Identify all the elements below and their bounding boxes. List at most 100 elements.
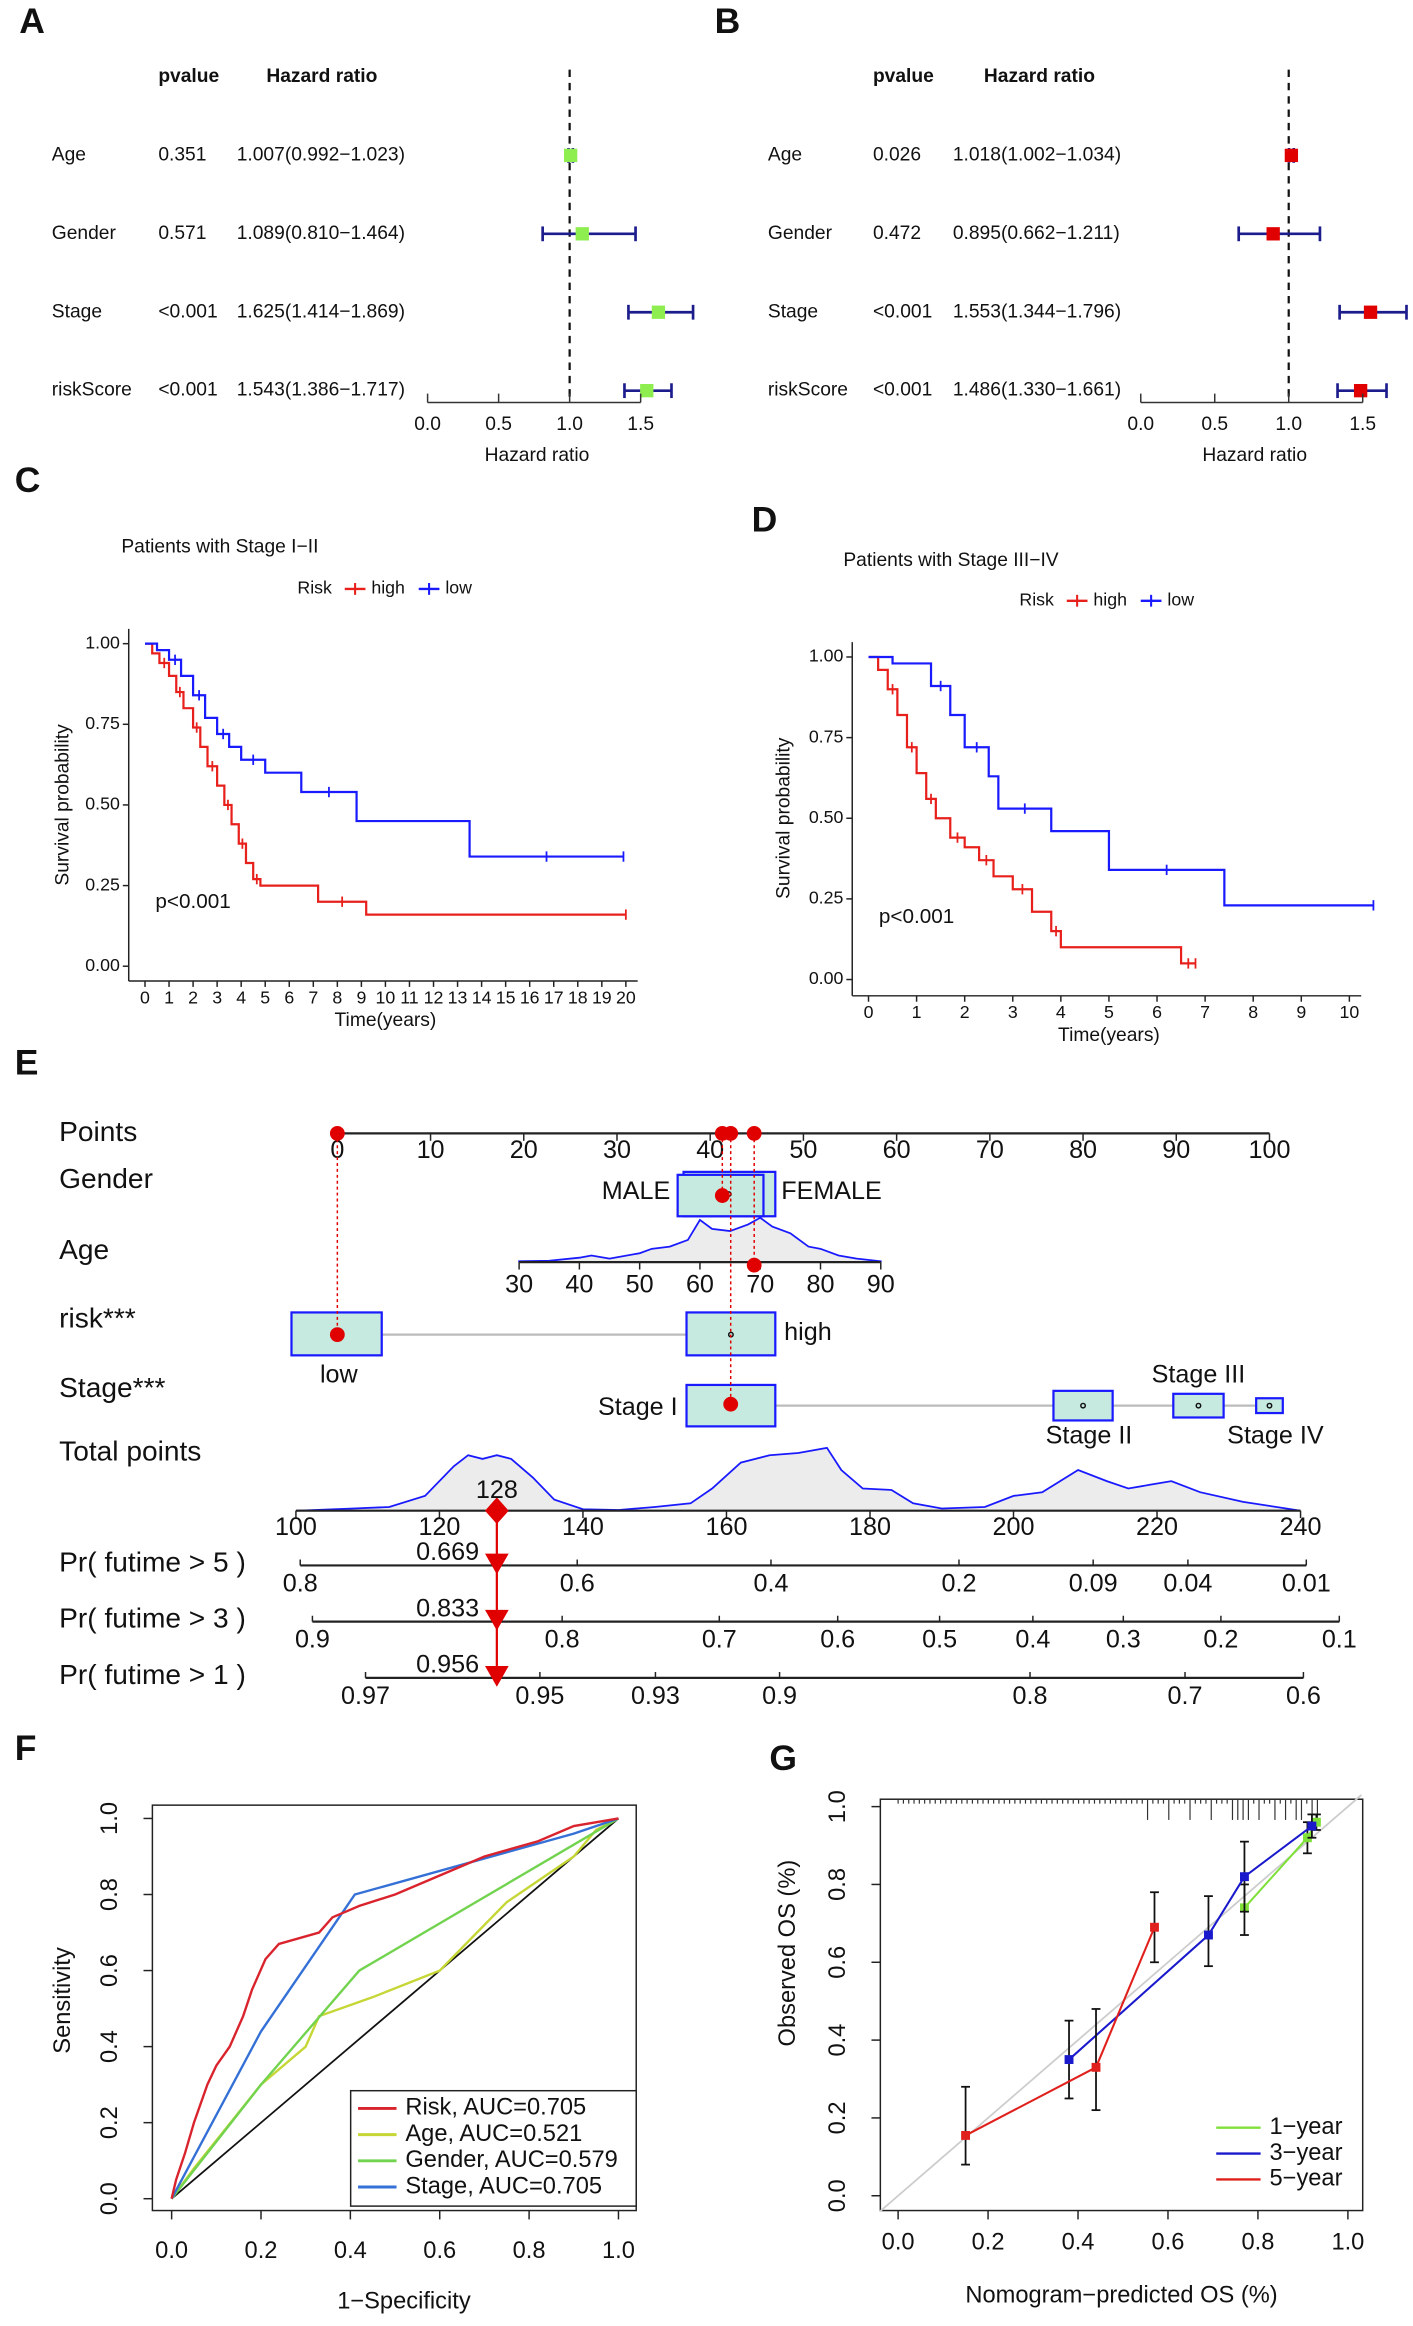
x-axis-label: Hazard ratio	[1202, 445, 1307, 466]
points-tick-label: 40	[696, 1136, 724, 1164]
patient-points-dot	[329, 1126, 345, 1141]
pr3-tick-label: 0.1	[1322, 1626, 1357, 1654]
x-axis-label: Nomogram−predicted OS (%)	[965, 2283, 1277, 2309]
x-tick-label: 10	[376, 987, 396, 1007]
calibration-point	[961, 2130, 971, 2140]
stage-box-4	[1255, 1397, 1284, 1415]
y-tick-label: 1.0	[825, 1790, 851, 1823]
panel-letter: B	[715, 1, 741, 41]
row-label: riskScore	[52, 380, 132, 401]
total-tick-label: 200	[993, 1513, 1035, 1541]
patient-value-dot	[329, 1327, 345, 1343]
y-tick-label: 0.50	[809, 807, 844, 827]
row-label-pr1: Pr( futime > 1 )	[59, 1659, 246, 1690]
x-tick-label: 1	[164, 987, 174, 1007]
x-axis-label: Hazard ratio	[485, 445, 590, 466]
row-hazard-ratio: 1.625(1.414−1.869)	[237, 301, 405, 322]
pr1-tick-label: 0.93	[631, 1682, 680, 1710]
row-label: Stage	[52, 301, 102, 322]
pr1-tick-label: 0.8	[1013, 1682, 1048, 1710]
points-tick-label: 30	[603, 1136, 631, 1164]
row-hazard-ratio: 1.089(0.810−1.464)	[237, 223, 405, 244]
calibration-point	[1240, 1872, 1249, 1882]
y-tick-label: 1.0	[97, 1802, 123, 1835]
pr3-tick-label: 0.4	[1015, 1626, 1050, 1654]
total-tick-label: 120	[418, 1513, 460, 1541]
y-axis-label: Survival probability	[773, 737, 794, 899]
age-tick-label: 50	[626, 1270, 654, 1298]
hr-marker	[563, 148, 578, 163]
x-tick-label: 0.0	[155, 2238, 188, 2264]
pr3-tick-label: 0.5	[922, 1626, 957, 1654]
x-tick-label: 1.0	[602, 2238, 635, 2264]
stage-median-dot	[1080, 1402, 1087, 1409]
row-pvalue: 0.472	[873, 223, 921, 244]
row-pvalue: 0.571	[158, 223, 206, 244]
y-tick-label: 0.8	[97, 1878, 123, 1911]
x-tick-label: 5	[260, 987, 270, 1007]
plot-frame	[151, 1804, 637, 2212]
pr3-tick-label: 0.2	[1203, 1626, 1238, 1654]
points-tick-label: 10	[417, 1136, 445, 1164]
pr3-tick-label: 0.7	[702, 1626, 737, 1654]
legend-label-low: low	[1167, 589, 1194, 609]
legend-title: Risk	[297, 578, 332, 598]
stage-level-4: Stage IV	[1227, 1421, 1324, 1449]
row-label: Gender	[768, 223, 833, 244]
y-tick-label: 0.2	[97, 2106, 123, 2139]
row-pvalue: 0.026	[873, 144, 921, 165]
x-tick-label: 19	[592, 987, 612, 1007]
patient-pr3-value: 0.833	[416, 1594, 479, 1622]
x-tick-label: 4	[236, 987, 246, 1007]
x-tick-label: 7	[1200, 1002, 1210, 1022]
calibration-point	[1302, 1833, 1312, 1843]
hr-marker	[1266, 227, 1280, 241]
p-value-annotation: p<0.001	[155, 890, 230, 913]
points-tick-label: 70	[976, 1136, 1004, 1164]
x-axis-label: Time(years)	[1058, 1025, 1160, 1046]
legend-box	[349, 2089, 637, 2207]
legend-label: 3−year	[1269, 2140, 1342, 2166]
panel-letter: A	[19, 1, 45, 41]
gender-box-male	[676, 1173, 765, 1218]
y-tick-label: 0.50	[85, 794, 120, 814]
pr5-tick-label: 0.8	[283, 1569, 318, 1597]
x-tick-label: 2	[960, 1002, 970, 1022]
y-tick-label: 0.25	[85, 874, 120, 894]
row-hazard-ratio: 1.007(0.992−1.023)	[237, 144, 405, 165]
age-tick-label: 90	[867, 1270, 895, 1298]
calibration-line	[1068, 1825, 1313, 2061]
total-tick-label: 100	[275, 1513, 317, 1541]
x-tick-label: 0.5	[485, 414, 512, 435]
x-tick-label: 10	[1340, 1002, 1360, 1022]
row-label-total: Total points	[59, 1435, 201, 1466]
legend-label-high: high	[1093, 589, 1127, 609]
x-tick-label: 0.6	[1152, 2229, 1185, 2255]
pr3-tick-label: 0.6	[820, 1626, 855, 1654]
roc-curve	[170, 1817, 619, 2199]
patient-total-label: 128	[476, 1476, 518, 1504]
patient-points-dot	[746, 1126, 762, 1141]
y-tick-label: 0.75	[85, 713, 120, 733]
patient-pr1-marker	[485, 1666, 509, 1687]
total-tick-label: 140	[562, 1513, 604, 1541]
patient-pr5-marker	[485, 1553, 509, 1575]
p-value-annotation: p<0.001	[879, 905, 954, 928]
x-tick-label: 8	[1248, 1002, 1258, 1022]
y-tick-label: 0.75	[809, 726, 844, 746]
x-tick-label: 4	[1056, 1002, 1066, 1022]
total-tick-label: 240	[1280, 1513, 1322, 1541]
ideal-diagonal-line	[879, 1794, 1362, 2212]
x-tick-label: 1.0	[556, 414, 583, 435]
total-tick-label: 160	[705, 1513, 747, 1541]
legend-label-high: high	[371, 578, 405, 598]
y-tick-label: 0.0	[825, 2179, 851, 2212]
x-tick-label: 0.0	[1127, 414, 1154, 435]
y-axis-label: Survival probability	[53, 724, 74, 886]
x-tick-label: 0.0	[882, 2229, 915, 2255]
points-tick-label: 20	[510, 1136, 538, 1164]
panel-letter: C	[15, 460, 41, 500]
y-tick-label: 0.8	[825, 1868, 851, 1901]
x-tick-label: 20	[616, 987, 636, 1007]
pr1-tick-label: 0.7	[1168, 1682, 1203, 1710]
